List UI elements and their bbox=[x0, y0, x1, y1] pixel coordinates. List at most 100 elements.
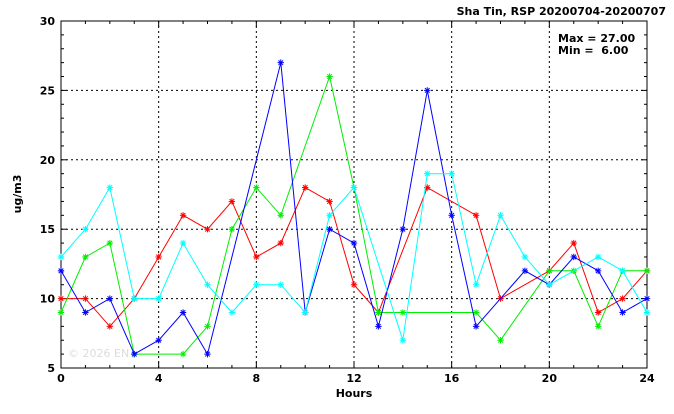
marker-stroke bbox=[82, 309, 89, 316]
data-point bbox=[350, 281, 358, 288]
marker-stroke bbox=[326, 73, 333, 80]
marker-stroke bbox=[229, 198, 235, 205]
data-point bbox=[82, 295, 89, 302]
data-point bbox=[643, 267, 651, 275]
data-point bbox=[375, 309, 382, 316]
marker-stroke bbox=[644, 295, 650, 302]
data-point bbox=[204, 350, 211, 358]
marker-stroke bbox=[546, 282, 552, 288]
data-point bbox=[326, 212, 333, 219]
x-axis-label: Hours bbox=[336, 387, 373, 400]
marker-stroke bbox=[204, 351, 211, 357]
data-point bbox=[350, 239, 358, 247]
marker-stroke bbox=[473, 309, 479, 316]
marker-stroke bbox=[156, 254, 162, 260]
marker-stroke bbox=[595, 309, 601, 316]
marker-stroke bbox=[619, 309, 626, 316]
marker-stroke bbox=[180, 240, 186, 246]
data-point bbox=[399, 309, 407, 316]
data-point bbox=[179, 309, 187, 316]
grid bbox=[61, 21, 647, 368]
data-point bbox=[326, 73, 333, 80]
marker-stroke bbox=[473, 323, 479, 330]
marker-stroke bbox=[204, 282, 211, 288]
marker-stroke bbox=[204, 323, 211, 330]
data-point bbox=[57, 295, 65, 302]
marker-stroke bbox=[278, 212, 284, 218]
marker-stroke bbox=[278, 59, 284, 66]
data-point bbox=[643, 309, 651, 316]
y-tick-label: 25 bbox=[40, 84, 55, 97]
marker-stroke bbox=[619, 295, 626, 302]
data-point bbox=[155, 337, 162, 344]
marker-stroke bbox=[546, 268, 552, 274]
marker-stroke bbox=[107, 295, 113, 302]
data-point bbox=[594, 253, 602, 261]
marker-stroke bbox=[107, 184, 113, 191]
x-tick-label: 16 bbox=[444, 372, 460, 385]
y-axis-label: ug/m3 bbox=[11, 175, 24, 214]
marker-stroke bbox=[58, 309, 64, 316]
marker-stroke bbox=[449, 171, 455, 177]
data-point bbox=[204, 281, 211, 288]
data-point bbox=[82, 253, 89, 261]
data-point bbox=[228, 198, 236, 205]
data-point bbox=[131, 350, 138, 358]
data-point bbox=[497, 337, 504, 344]
marker-stroke bbox=[180, 309, 186, 316]
data-point bbox=[448, 170, 455, 177]
marker-stroke bbox=[449, 212, 455, 218]
data-point bbox=[82, 226, 89, 233]
marker-stroke bbox=[278, 240, 284, 246]
marker-stroke bbox=[180, 212, 186, 218]
data-point bbox=[570, 239, 577, 247]
data-point bbox=[179, 212, 187, 219]
data-point bbox=[253, 184, 260, 191]
data-point bbox=[594, 323, 602, 330]
data-point bbox=[106, 295, 114, 302]
x-tick-label: 4 bbox=[155, 372, 163, 385]
marker-stroke bbox=[302, 309, 308, 316]
marker-stroke bbox=[82, 226, 89, 232]
x-tick-label: 0 bbox=[57, 372, 65, 385]
marker-stroke bbox=[107, 240, 113, 246]
x-tick-label: 12 bbox=[346, 372, 361, 385]
series-line-3 bbox=[57, 59, 651, 358]
marker-stroke bbox=[644, 309, 650, 316]
data-point bbox=[546, 281, 553, 288]
data-point bbox=[277, 59, 284, 66]
marker-stroke bbox=[424, 87, 430, 94]
y-tick-label: 10 bbox=[40, 293, 56, 306]
data-point bbox=[155, 253, 162, 261]
marker-stroke bbox=[351, 282, 357, 288]
data-point bbox=[301, 309, 309, 316]
data-point bbox=[57, 253, 65, 261]
marker-stroke bbox=[156, 295, 162, 302]
marker-stroke bbox=[326, 212, 333, 218]
data-point bbox=[643, 295, 651, 302]
y-tick-label: 30 bbox=[40, 15, 56, 28]
data-point bbox=[521, 253, 529, 261]
marker-stroke bbox=[156, 337, 162, 343]
series-path bbox=[60, 62, 648, 356]
x-tick-label: 8 bbox=[253, 372, 261, 385]
marker-stroke bbox=[571, 254, 577, 260]
marker-stroke bbox=[497, 212, 504, 218]
data-point bbox=[326, 226, 333, 233]
data-point bbox=[253, 253, 260, 261]
marker-stroke bbox=[82, 295, 89, 302]
marker-stroke bbox=[58, 295, 64, 302]
marker-stroke bbox=[400, 337, 406, 343]
marker-stroke bbox=[375, 309, 382, 316]
data-point bbox=[594, 309, 602, 316]
marker-stroke bbox=[351, 184, 357, 191]
marker-stroke bbox=[253, 184, 259, 191]
marker-stroke bbox=[595, 268, 601, 274]
data-point bbox=[106, 184, 114, 191]
series-line-4 bbox=[57, 170, 651, 344]
marker-stroke bbox=[595, 254, 601, 260]
data-point bbox=[179, 350, 187, 358]
marker-stroke bbox=[351, 240, 357, 246]
